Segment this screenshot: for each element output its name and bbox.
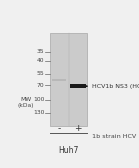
Text: 100: 100	[33, 97, 44, 102]
Text: 55: 55	[37, 71, 44, 76]
Text: 40: 40	[37, 58, 44, 63]
Text: 70: 70	[37, 83, 44, 88]
Bar	[50, 33, 87, 126]
Text: -: -	[58, 124, 61, 133]
Text: Huh7: Huh7	[58, 146, 79, 155]
Bar	[53, 79, 66, 81]
Bar	[70, 84, 86, 88]
Text: 35: 35	[37, 49, 44, 54]
Text: 130: 130	[33, 110, 44, 115]
Text: +: +	[74, 124, 82, 133]
Text: 1b strain HCV: 1b strain HCV	[92, 134, 136, 139]
Text: HCV1b NS3 (HCV): HCV1b NS3 (HCV)	[92, 84, 139, 89]
Text: MW
(kDa): MW (kDa)	[18, 97, 34, 108]
